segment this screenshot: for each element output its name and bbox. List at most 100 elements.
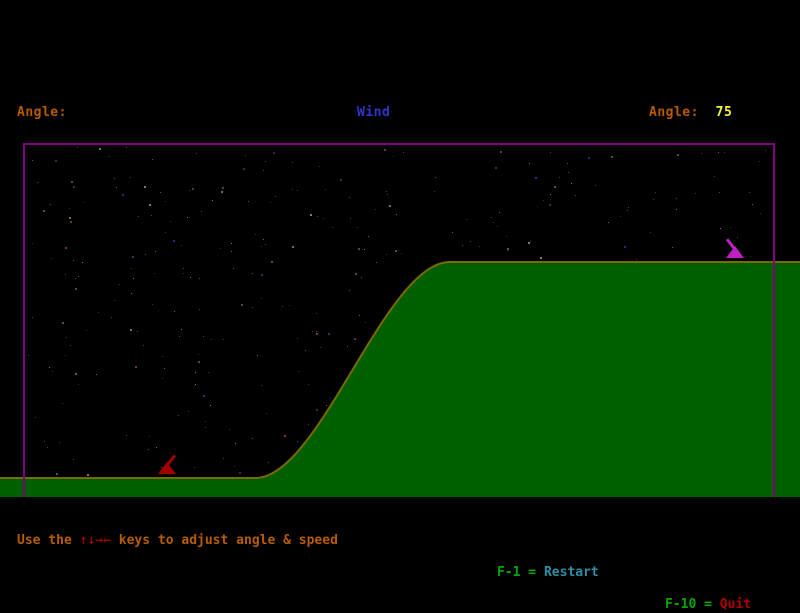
star: [248, 201, 249, 202]
star: [393, 156, 394, 157]
star: [37, 182, 38, 183]
player-1-tank-body: [158, 462, 176, 474]
star: [326, 405, 327, 406]
star: [194, 385, 195, 386]
star: [268, 462, 269, 463]
star: [188, 411, 189, 412]
star: [178, 415, 179, 416]
star: [650, 232, 651, 233]
star: [350, 218, 351, 219]
star: [65, 247, 67, 249]
star: [507, 248, 509, 250]
player-2-tank[interactable]: [725, 238, 748, 260]
star: [220, 248, 221, 249]
star: [273, 152, 275, 154]
star: [719, 192, 720, 193]
star: [759, 161, 760, 162]
star: [223, 458, 224, 459]
star: [62, 403, 63, 404]
star: [535, 177, 537, 179]
star: [69, 208, 70, 209]
star: [292, 189, 293, 190]
star: [96, 374, 97, 375]
star: [231, 251, 232, 252]
star: [549, 204, 551, 206]
star: [65, 355, 66, 356]
star: [355, 273, 357, 275]
star: [77, 147, 78, 148]
player-2-angle-value[interactable]: 75: [715, 105, 733, 120]
game-playfield[interactable]: [0, 135, 800, 497]
star: [62, 322, 64, 324]
star: [149, 204, 151, 206]
star: [349, 290, 350, 291]
star: [495, 167, 497, 169]
star: [701, 153, 702, 154]
star: [179, 336, 180, 337]
star: [126, 147, 127, 148]
player-1-tank[interactable]: [158, 454, 180, 476]
star: [323, 218, 324, 219]
star: [152, 159, 153, 160]
star: [466, 219, 467, 220]
star: [229, 429, 230, 430]
star: [316, 409, 318, 411]
star: [70, 221, 72, 223]
star: [676, 209, 677, 210]
game-screen: Angle: Speed: Men Left: 100 Wind 42 mph …: [0, 106, 800, 612]
star: [608, 222, 609, 223]
star: [760, 213, 761, 214]
star: [50, 204, 51, 205]
star: [181, 245, 182, 246]
controls-help-text: Use the ↑↓→← keys to adjust angle & spee…: [17, 533, 338, 549]
star: [559, 177, 560, 178]
star: [434, 191, 435, 192]
star: [358, 248, 360, 250]
star: [194, 467, 195, 468]
star: [119, 284, 120, 285]
star: [131, 293, 132, 294]
star: [310, 214, 312, 216]
star: [149, 436, 150, 437]
star: [195, 384, 196, 385]
star: [165, 201, 166, 202]
star: [386, 191, 387, 192]
star: [130, 329, 132, 331]
star: [263, 170, 264, 171]
star: [173, 240, 175, 242]
restart-hint[interactable]: F-1 = Restart: [497, 565, 599, 581]
star: [35, 417, 36, 418]
star: [328, 333, 330, 335]
star: [223, 339, 224, 340]
star: [252, 307, 253, 308]
star: [133, 278, 134, 279]
star: [365, 322, 366, 323]
star: [73, 260, 74, 261]
star: [170, 221, 171, 222]
star: [151, 215, 152, 216]
star: [43, 210, 45, 212]
star: [70, 345, 71, 346]
star: [154, 273, 155, 274]
star: [297, 338, 298, 339]
quit-hint[interactable]: F-10 = Quit: [665, 597, 751, 613]
status-bar: Use the ↑↓→← keys to adjust angle & spee…: [0, 501, 800, 612]
star: [198, 361, 200, 363]
star: [160, 192, 161, 193]
player-2-angle-row: Angle: 75: [649, 106, 757, 119]
star: [387, 194, 388, 195]
star: [152, 304, 153, 305]
star: [530, 241, 531, 242]
star: [203, 336, 204, 337]
star: [695, 193, 696, 194]
star: [222, 187, 224, 189]
star: [289, 305, 290, 306]
star: [69, 217, 71, 219]
star: [99, 148, 101, 150]
star: [317, 216, 318, 217]
star: [82, 262, 83, 263]
star: [320, 347, 321, 348]
star: [305, 350, 306, 351]
star: [357, 227, 358, 228]
star: [297, 190, 298, 191]
